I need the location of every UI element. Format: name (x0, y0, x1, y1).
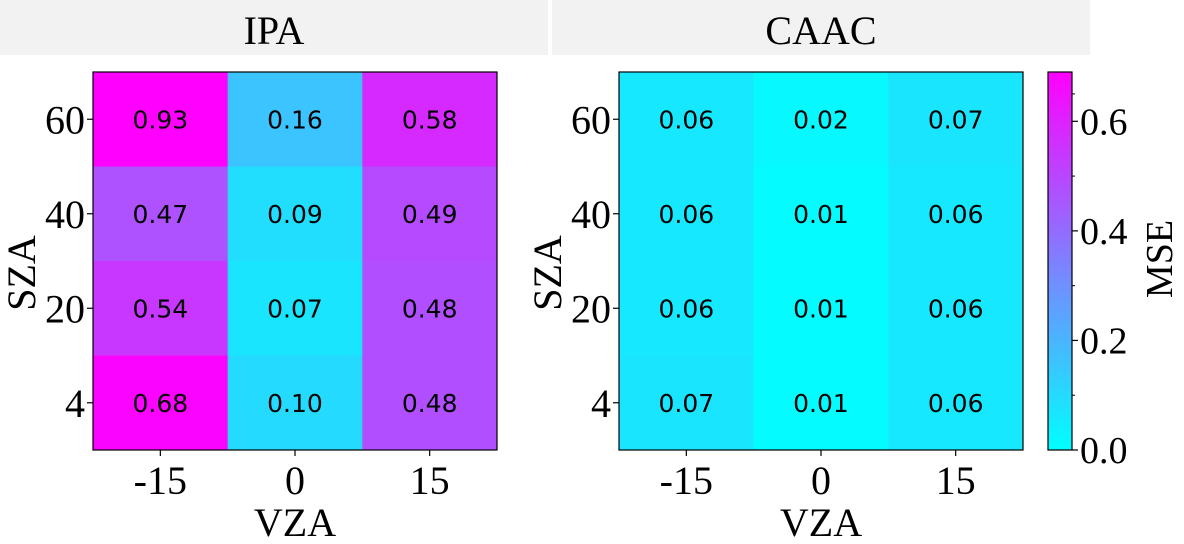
heatmap-cell (227, 355, 363, 451)
heatmap-cell (888, 72, 1024, 167)
panel-header-2 (552, 0, 1090, 55)
cell-value-label: 0.06 (928, 200, 984, 229)
cell-value-label: 0.06 (658, 200, 714, 229)
cell-value-label: 0.58 (402, 105, 458, 134)
cell-value-label: 0.09 (267, 200, 323, 229)
cell-value-label: 0.07 (658, 389, 714, 418)
heatmap-cell (753, 72, 889, 167)
colorbar-frame (1047, 71, 1073, 451)
y-tick-label: 20 (45, 286, 85, 331)
heatmap-cell (93, 261, 229, 356)
x-tick-label: 0 (285, 458, 305, 503)
cell-value-label: 0.54 (132, 294, 188, 323)
heatmap-cell (888, 355, 1024, 451)
colorbar-tick-label: 0.4 (1080, 211, 1128, 253)
heatmap-cell (362, 355, 498, 451)
heatmap-cell (619, 72, 755, 167)
heatmap-cell (753, 261, 889, 356)
y-tick-label: 20 (571, 286, 611, 331)
colorbar-tick-label: 0.6 (1080, 101, 1128, 143)
y-tick-label: 60 (45, 97, 85, 142)
heatmap-cell (93, 355, 229, 451)
colorbar-tick-label: 0.0 (1080, 430, 1128, 472)
heatmap-cell (362, 72, 498, 167)
heatmap-cell (227, 72, 363, 167)
heatmap-cell (888, 166, 1024, 262)
cell-value-label: 0.49 (402, 200, 458, 229)
y-tick-label: 4 (65, 381, 85, 426)
heatmap-cell (93, 72, 229, 167)
x-tick-label: -15 (134, 458, 187, 503)
panel-title-2: CAAC (765, 8, 876, 53)
cell-value-label: 0.06 (928, 294, 984, 323)
cell-value-label: 0.10 (267, 389, 323, 418)
panel-header-1 (0, 0, 548, 55)
cell-value-label: 0.47 (132, 200, 188, 229)
heatmap-cell (619, 355, 755, 451)
heatmap-cell (227, 166, 363, 262)
cell-value-label: 0.07 (267, 294, 323, 323)
cell-value-label: 0.01 (793, 294, 849, 323)
cell-value-label: 0.16 (267, 105, 323, 134)
cell-value-label: 0.68 (132, 389, 188, 418)
x-tick-label: 15 (410, 458, 450, 503)
colorbar-label: MSE (1139, 220, 1181, 298)
x-axis-label: VZA (254, 500, 336, 544)
cell-value-label: 0.07 (928, 105, 984, 134)
cell-value-label: 0.48 (402, 389, 458, 418)
y-axis-label: SZA (525, 235, 570, 311)
cell-value-label: 0.93 (132, 105, 188, 134)
cell-value-label: 0.06 (928, 389, 984, 418)
x-tick-label: 15 (936, 458, 976, 503)
y-axis-label: SZA (0, 235, 44, 311)
colorbar-tick-label: 0.2 (1080, 320, 1128, 362)
y-tick-label: 40 (571, 192, 611, 237)
x-tick-label: -15 (660, 458, 713, 503)
heatmap-cell (888, 261, 1024, 356)
heatmap-cell (619, 166, 755, 262)
cell-value-label: 0.01 (793, 200, 849, 229)
cell-value-label: 0.06 (658, 105, 714, 134)
cell-value-label: 0.48 (402, 294, 458, 323)
y-tick-label: 4 (591, 381, 611, 426)
heatmap-cell (753, 355, 889, 451)
heatmap-cell (619, 261, 755, 356)
cell-value-label: 0.01 (793, 389, 849, 418)
y-tick-label: 40 (45, 192, 85, 237)
heatmap-cell (753, 166, 889, 262)
heatmap-cell (362, 261, 498, 356)
colorbar (1048, 72, 1072, 450)
heatmap-cell (227, 261, 363, 356)
heatmap-cell (93, 166, 229, 262)
panel-title-1: IPA (244, 8, 305, 53)
cell-value-label: 0.02 (793, 105, 849, 134)
y-tick-label: 60 (571, 97, 611, 142)
x-axis-label: VZA (780, 500, 862, 544)
x-tick-label: 0 (811, 458, 831, 503)
heatmap-cell (362, 166, 498, 262)
cell-value-label: 0.06 (658, 294, 714, 323)
